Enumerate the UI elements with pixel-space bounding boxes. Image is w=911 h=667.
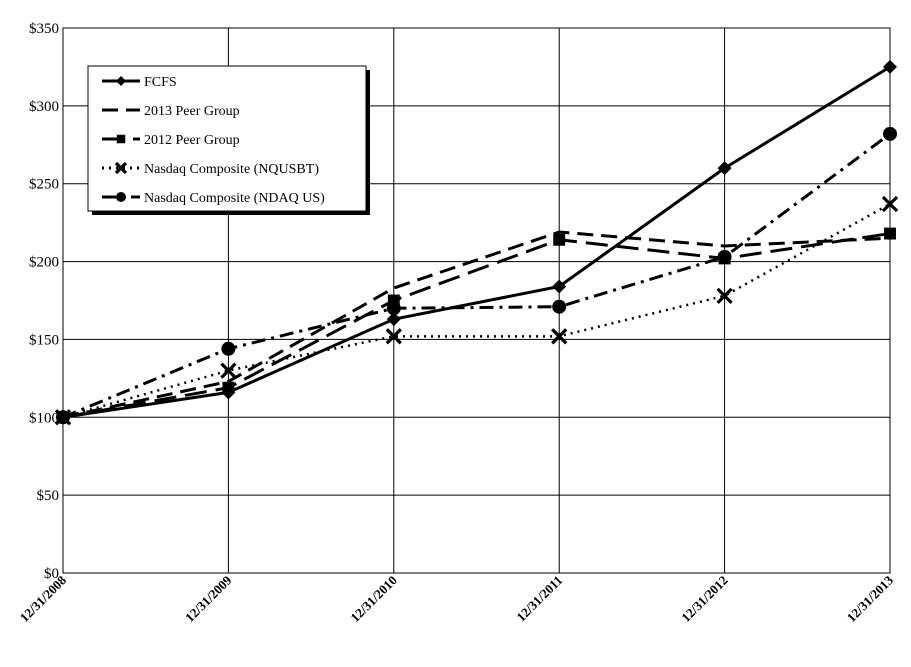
x-axis-ticks: 12/31/2008 12/31/2009 12/31/2010 12/31/2011… — [17, 572, 897, 625]
data-point-nasdaq-composite-nqusbt — [220, 362, 237, 379]
series-markers — [54, 59, 899, 426]
legend-label-2013-peer-group: 2013 Peer Group — [144, 104, 240, 119]
series-line-nasdaq-composite-nqusbt — [62, 202, 891, 419]
legend-label-2012-peer-group: 2012 Peer Group — [144, 133, 240, 148]
x-tick-label: 12/31/2010 — [347, 573, 399, 625]
legend-label-nasdaq-composite-nqusbt: Nasdaq Composite (NQUSBT) — [144, 162, 319, 177]
series-line-2012-peer-group — [62, 232, 891, 419]
data-point-2012-peer-group — [222, 381, 235, 394]
data-point-nasdaq-composite-ndaq-us — [56, 410, 70, 425]
y-tick-label: $50 — [37, 488, 60, 504]
data-point-nasdaq-composite-ndaq-us — [386, 301, 401, 316]
series-line-fcfs — [62, 65, 891, 419]
data-point-nasdaq-composite-nqusbt — [385, 328, 402, 345]
data-point-fcfs — [717, 161, 732, 176]
data-point-2012-peer-group — [387, 294, 400, 307]
legend-label-nasdaq-composite-ndaq-us: Nasdaq Composite (NDAQ US) — [144, 191, 325, 206]
data-point-fcfs — [386, 312, 401, 327]
data-point-nasdaq-composite-nqusbt — [881, 195, 899, 213]
x-tick-label: 12/31/2012 — [678, 573, 730, 625]
data-point-nasdaq-composite-ndaq-us — [717, 249, 732, 264]
data-point-2012-peer-group — [884, 227, 896, 240]
x-tick-label: 12/31/2009 — [182, 572, 235, 625]
data-point-nasdaq-composite-ndaq-us — [221, 341, 236, 356]
data-point-nasdaq-composite-ndaq-us — [883, 126, 897, 141]
y-tick-label: $200 — [29, 255, 59, 271]
data-point-nasdaq-composite-nqusbt — [716, 287, 733, 304]
data-point-nasdaq-composite-nqusbt — [551, 328, 568, 345]
data-point-fcfs — [883, 59, 897, 74]
legend-marker-nasdaq-composite-nqusbt — [114, 161, 128, 175]
y-tick-label: $250 — [29, 177, 59, 193]
y-tick-label: $100 — [29, 410, 59, 426]
data-point-2012-peer-group — [553, 233, 566, 246]
legend: FCFS 2013 Peer Group 2012 Peer Group Nasdaq… — [87, 65, 370, 215]
legend-marker-nasdaq-composite-ndaq-us — [116, 192, 126, 202]
y-axis-ticks: $0 $50 $100 $150 $200 $250 $300 $350 — [29, 21, 59, 582]
y-tick-label: $350 — [29, 21, 59, 37]
series-line-nasdaq-composite-ndaq-us — [62, 132, 891, 419]
data-point-nasdaq-composite-ndaq-us — [552, 299, 567, 314]
y-tick-label: $0 — [44, 566, 59, 582]
data-point-fcfs — [552, 279, 567, 294]
y-tick-label: $300 — [29, 99, 59, 115]
series-lines — [62, 65, 891, 419]
legend-marker-fcfs — [116, 76, 126, 86]
legend-marker-2012-peer-group — [116, 134, 126, 144]
legend-label-fcfs: FCFS — [144, 75, 177, 90]
x-tick-label: 12/31/2011 — [513, 573, 565, 625]
y-tick-label: $150 — [29, 332, 59, 348]
series-line-2013-peer-group — [62, 230, 891, 419]
x-tick-label: 12/31/2013 — [844, 572, 897, 625]
